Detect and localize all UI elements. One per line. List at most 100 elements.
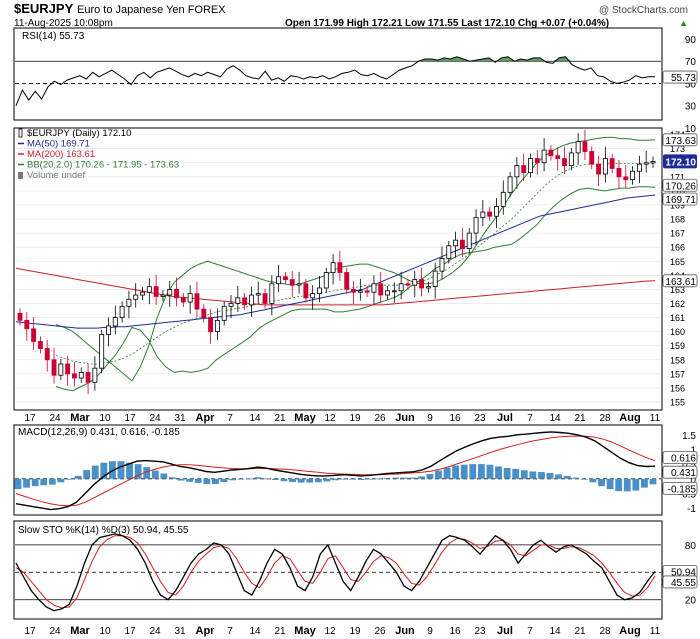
candle-body <box>528 158 533 174</box>
date-tick-label: 7 <box>527 413 533 424</box>
macd-tick-label: -0.5 <box>679 489 697 500</box>
candle-body <box>323 272 329 289</box>
macd-tick-label: 1.5 <box>682 431 696 442</box>
last-price-tag: 172.10 <box>665 157 696 168</box>
stoch-title: Slow STO %K(14) %D(3) 50.94, 45.55 <box>18 525 189 536</box>
date-tick-label: 14 <box>249 413 261 424</box>
legend-entry: BB(20,2.0) 170.26 - 171.95 - 173.63 <box>27 160 179 171</box>
candle-body <box>425 286 431 289</box>
macd-histogram-bar <box>220 478 228 483</box>
date-tick-label: 17 <box>124 626 136 637</box>
candle-body <box>303 283 309 299</box>
candle-body <box>44 348 50 361</box>
date-tick-label: 17 <box>24 626 36 637</box>
candle-body <box>473 217 479 234</box>
candle-body <box>119 305 125 318</box>
price-tick-label: 157 <box>670 369 685 379</box>
price-tick-label: 171 <box>670 172 685 182</box>
candle-body <box>466 232 472 249</box>
date-tick-label: 28 <box>599 413 611 424</box>
macd-histogram-bar <box>194 478 202 483</box>
date-tick-label: 24 <box>49 626 61 637</box>
date-tick-label: 17 <box>124 413 136 424</box>
macd-histogram-bar <box>366 478 374 480</box>
legend-entry: MA(50) 169.71 <box>27 139 90 150</box>
price-tick-label: 166 <box>670 243 685 253</box>
stoch-d-tag: 45.55 <box>671 578 696 589</box>
macd-histogram-bar <box>117 461 125 479</box>
rsi-title: RSI(14) 55.73 <box>22 31 85 42</box>
macd-histogram-bar <box>246 478 254 480</box>
quote-arrow: ▲ <box>679 18 688 28</box>
candle-body <box>31 328 37 342</box>
macd-signal-tag-box <box>662 451 698 465</box>
candle-body <box>167 289 173 296</box>
candle-body <box>534 158 540 164</box>
date-tick-label: 12 <box>324 626 336 637</box>
candle-body <box>357 290 363 293</box>
macd-histogram-bar <box>237 478 245 480</box>
macd-histogram-bar <box>460 464 468 479</box>
macd-hist-tag: -0.185 <box>668 484 697 495</box>
bb-upper-tag: 173.63 <box>665 136 696 147</box>
candle-body <box>562 158 567 166</box>
macd-line <box>15 431 656 511</box>
legend-volume-swatch <box>18 172 23 179</box>
macd-histogram-bar <box>383 477 391 479</box>
bb-lower-line <box>55 186 656 392</box>
price-date-axis: 17 24 Mar 10 17 24 31 Apr 7 14 21 May 12 19 26 Jun 9 16 23… <box>24 412 660 424</box>
candle-body <box>636 163 642 172</box>
candle-body <box>364 290 370 293</box>
candle-body <box>276 276 282 285</box>
date-tick-label: 19 <box>349 413 361 424</box>
date-tick-label: Aug <box>619 412 640 424</box>
candle-body <box>398 283 404 292</box>
ma200-line <box>15 267 656 306</box>
date-tick-label: 28 <box>599 626 611 637</box>
candle-body <box>174 289 179 299</box>
candle-body <box>521 165 527 174</box>
candle-body <box>24 319 30 330</box>
price-tick-label: 158 <box>670 355 685 365</box>
candle-body <box>160 294 166 297</box>
candle-body <box>596 163 601 175</box>
macd-last-tag-box <box>662 465 698 479</box>
legend-entry: Volume undef <box>27 170 85 181</box>
price-tick-label: 162 <box>670 299 685 309</box>
candle-body <box>412 279 418 286</box>
candle-body <box>201 308 207 318</box>
candle-body <box>623 176 629 181</box>
macd-histogram-bar <box>632 478 640 491</box>
date-tick-label: 26 <box>374 413 386 424</box>
macd-histogram-bar <box>649 478 657 485</box>
price-panel: 1741731721711701691681671661651641631621… <box>13 127 698 411</box>
rsi-tick-label: 50 <box>685 79 697 90</box>
macd-histogram-bar <box>452 465 460 479</box>
candle-body <box>248 294 254 306</box>
date-tick-label: 11 <box>650 413 661 424</box>
candle-body <box>106 325 111 335</box>
rsi-last-tag-box <box>662 70 698 84</box>
macd-histogram-bar <box>306 478 314 483</box>
macd-histogram-bar <box>374 478 382 480</box>
bb-upper-line <box>55 136 656 382</box>
date-tick-label: Jun <box>395 625 415 637</box>
instrument-name: Euro to Japanese Yen FOREX <box>77 4 226 16</box>
bb-mid-line <box>55 163 655 365</box>
macd-histogram-bar <box>443 467 451 479</box>
macd-histogram-bar <box>263 478 271 480</box>
macd-histogram-bar <box>229 478 236 481</box>
quote-line: Open 171.99 High 172.21 Low 171.55 Last … <box>285 18 609 29</box>
candle-body <box>289 279 295 286</box>
candle-body <box>555 155 561 159</box>
candle-body <box>187 293 193 303</box>
macd-histogram-bar <box>23 478 30 488</box>
date-tick-label: 9 <box>427 626 433 637</box>
date-tick-label: Aug <box>619 625 640 637</box>
date-tick-label: May <box>294 625 316 637</box>
candle-body <box>602 158 608 175</box>
macd-histogram-bar <box>580 478 588 480</box>
stoch-d-tag-box <box>662 575 698 589</box>
